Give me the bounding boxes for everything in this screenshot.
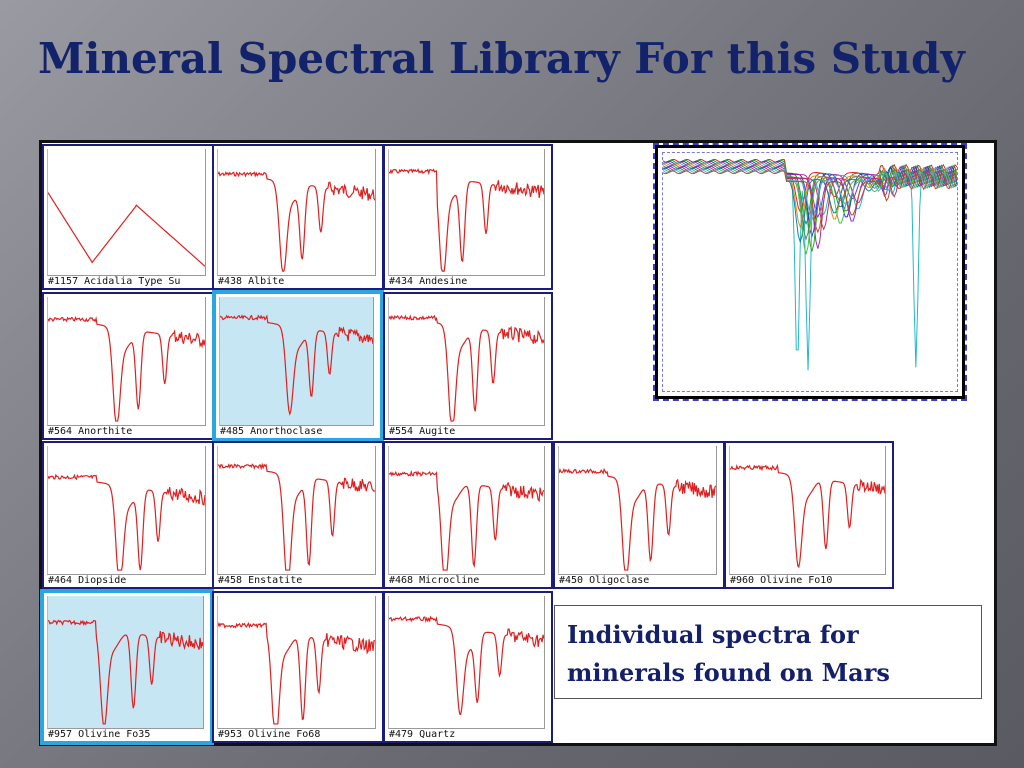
spectrum-plot	[388, 149, 545, 276]
spectrum-label: #438 Albite	[218, 276, 285, 287]
spectrum-plot	[388, 297, 545, 426]
spectrum-label: #485 Anorthoclase	[220, 426, 323, 437]
combined-series-line	[663, 166, 957, 231]
spectrum-tile: #479 Quartz	[383, 591, 553, 743]
combined-series-line	[663, 159, 957, 226]
spectrum-tile: #464 Diopside	[42, 441, 214, 589]
spectrum-tile: #953 Olivine Fo68	[212, 591, 384, 743]
spectrum-line	[389, 170, 544, 272]
combined-series-line	[663, 170, 957, 234]
spectrum-plot	[729, 446, 886, 575]
spectrum-label: #464 Diopside	[48, 575, 127, 586]
spectrum-label: #479 Quartz	[389, 729, 456, 740]
spectrum-svg	[48, 297, 205, 425]
spectrum-tile: #450 Oligoclase	[553, 441, 725, 589]
spectrum-svg	[48, 596, 203, 728]
spectrum-svg	[218, 149, 375, 275]
spectrum-svg	[220, 297, 373, 425]
spectrum-line	[389, 617, 544, 714]
spectrum-plot	[217, 149, 376, 276]
spectrum-tile: #957 Olivine Fo35	[40, 589, 214, 745]
spectrum-label: #957 Olivine Fo35	[48, 729, 151, 740]
spectrum-svg	[218, 446, 375, 574]
spectrum-line	[218, 623, 375, 724]
spectrum-plot	[219, 297, 374, 426]
spectrum-line	[559, 469, 716, 570]
spectrum-tile: #554 Augite	[383, 292, 553, 440]
spectrum-svg	[389, 596, 544, 728]
spectrum-plot	[217, 596, 376, 729]
spectrum-tile: #960 Olivine Fo10	[724, 441, 894, 589]
spectrum-label: #564 Anorthite	[48, 426, 133, 437]
spectrum-line	[218, 464, 375, 570]
caption-box: Individual spectra for minerals found on…	[554, 605, 982, 699]
spectrum-svg	[730, 446, 885, 574]
spectrum-tile: #434 Andesine	[383, 144, 553, 290]
spectrum-line	[218, 172, 375, 271]
spectrum-line	[48, 620, 203, 724]
caption-line-2: minerals found on Mars	[567, 658, 890, 687]
combined-series-line	[663, 169, 957, 221]
spectrum-line	[48, 193, 205, 267]
slide-title: Mineral Spectral Library For this Study	[38, 34, 965, 83]
spectrum-line	[220, 316, 373, 414]
spectrum-label: #554 Augite	[389, 426, 456, 437]
combined-plot-frame	[662, 152, 958, 392]
spectrum-svg	[48, 149, 205, 275]
spectrum-label: #960 Olivine Fo10	[730, 575, 833, 586]
spectrum-label: #434 Andesine	[389, 276, 468, 287]
combined-series-line	[663, 165, 957, 252]
spectrum-svg	[218, 596, 375, 728]
combined-spectra-svg	[663, 158, 957, 371]
spectrum-tile: #485 Anorthoclase	[212, 290, 384, 442]
spectrum-plot	[558, 446, 717, 575]
spectrum-plot	[388, 446, 545, 575]
spectrum-label: #458 Enstatite	[218, 575, 303, 586]
spectrum-plot	[217, 446, 376, 575]
spectrum-line	[730, 466, 885, 567]
spectrum-svg	[559, 446, 716, 574]
spectrum-svg	[48, 446, 205, 574]
spectrum-line	[389, 316, 544, 421]
spectrum-tile: #458 Enstatite	[212, 441, 384, 589]
spectrum-svg	[389, 446, 544, 574]
spectrum-label: #1157 Acidalia Type Su	[48, 276, 181, 287]
combined-series-line	[663, 162, 957, 371]
spectrum-label: #450 Oligoclase	[559, 575, 650, 586]
spectrum-label: #953 Olivine Fo68	[218, 729, 321, 740]
spectrum-line	[48, 318, 205, 421]
spectrum-plot	[388, 596, 545, 729]
spectrum-tile: #1157 Acidalia Type Su	[42, 144, 214, 290]
combined-spectra-plot	[653, 143, 967, 401]
spectrum-label: #468 Microcline	[389, 575, 480, 586]
spectrum-tile: #438 Albite	[212, 144, 384, 290]
spectrum-tile: #564 Anorthite	[42, 292, 214, 440]
spectrum-plot	[47, 446, 206, 575]
spectrum-svg	[389, 149, 544, 275]
spectrum-line	[389, 472, 544, 570]
spectrum-plot	[47, 297, 206, 426]
spectrum-tile: #468 Microcline	[383, 441, 553, 589]
caption-line-1: Individual spectra for	[567, 620, 859, 649]
spectrum-plot	[47, 149, 206, 276]
spectrum-plot	[47, 596, 204, 729]
spectrum-line	[48, 475, 205, 570]
spectrum-svg	[389, 297, 544, 425]
